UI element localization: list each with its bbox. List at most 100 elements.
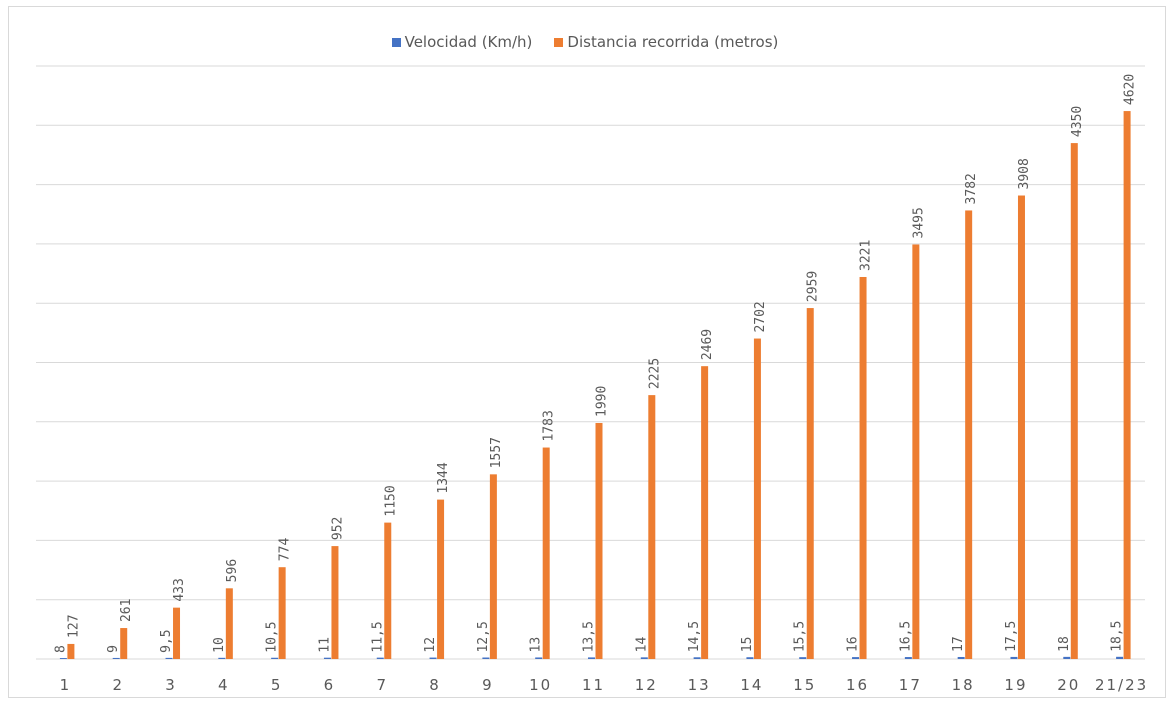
x-tick-label: 12 — [635, 676, 658, 694]
data-label-velocidad: 13,5 — [582, 621, 597, 652]
data-label-velocidad: 14,5 — [687, 621, 702, 652]
data-label-distancia: 4350 — [1070, 106, 1085, 137]
bar-distancia — [542, 447, 550, 659]
x-tick-label: 3 — [165, 676, 177, 694]
x-tick-label: 16 — [846, 676, 869, 694]
data-label-velocidad: 11,5 — [370, 621, 385, 652]
data-label-distancia: 1344 — [436, 462, 451, 493]
legend-swatch-velocidad — [391, 37, 401, 47]
data-label-distancia: 1990 — [595, 386, 610, 417]
bar-velocidad — [482, 657, 490, 659]
bar-velocidad — [640, 657, 648, 659]
x-tick-label: 10 — [529, 676, 552, 694]
bar-velocidad — [112, 657, 120, 659]
data-label-velocidad: 16 — [846, 636, 861, 652]
bar-distancia — [595, 422, 603, 659]
data-label-velocidad: 9,5 — [159, 629, 174, 652]
bar-velocidad — [323, 657, 331, 659]
x-tick-label: 13 — [688, 676, 711, 694]
bar-velocidad — [271, 657, 279, 659]
bar-distancia — [489, 474, 497, 659]
bar-distancia — [1070, 143, 1078, 660]
x-tick-label: 1 — [60, 676, 72, 694]
bar-velocidad — [693, 657, 701, 659]
data-label-velocidad: 12 — [423, 637, 438, 653]
data-label-distancia: 3782 — [964, 173, 979, 204]
bar-velocidad — [1010, 656, 1018, 659]
x-tick-label: 5 — [271, 676, 283, 694]
x-tick-label: 6 — [324, 676, 336, 694]
bar-distancia — [701, 366, 709, 659]
data-label-distancia: 433 — [172, 578, 187, 601]
data-label-distancia: 596 — [225, 559, 240, 582]
bar-velocidad — [535, 657, 543, 659]
bar-distancia — [648, 395, 656, 659]
data-label-velocidad: 18 — [1057, 636, 1072, 652]
data-label-velocidad: 16,5 — [898, 621, 913, 652]
legend-swatch-distancia — [554, 37, 564, 47]
x-tick-label: 8 — [429, 676, 441, 694]
bar-velocidad — [165, 657, 173, 659]
data-label-distancia: 1150 — [383, 485, 398, 516]
chart-frame — [8, 6, 1166, 698]
data-label-distancia: 2225 — [647, 358, 662, 389]
legend-label-velocidad: Velocidad (Km/h) — [404, 33, 533, 51]
data-label-distancia: 1783 — [542, 410, 557, 441]
bar-distancia — [753, 338, 761, 659]
bar-distancia — [965, 210, 973, 659]
x-tick-label: 2 — [112, 676, 124, 694]
bar-distancia — [331, 546, 339, 659]
data-label-velocidad: 14 — [634, 637, 649, 653]
x-tick-label: 17 — [899, 676, 922, 694]
bar-velocidad — [746, 657, 754, 659]
data-label-velocidad: 12,5 — [476, 621, 491, 652]
data-label-distancia: 127 — [66, 614, 81, 637]
data-label-distancia: 3495 — [911, 207, 926, 238]
bar-distancia — [437, 499, 445, 659]
data-label-velocidad: 18,5 — [1110, 620, 1125, 651]
bar-distancia — [278, 567, 286, 659]
data-label-distancia: 952 — [330, 517, 345, 540]
bar-velocidad — [904, 657, 912, 659]
data-label-velocidad: 17,5 — [1004, 621, 1019, 652]
bar-velocidad — [799, 657, 807, 659]
data-label-velocidad: 10 — [212, 637, 227, 653]
data-label-velocidad: 15 — [740, 637, 755, 653]
bar-distancia — [806, 308, 814, 659]
legend-item-distancia: Distancia recorrida (metros) — [554, 33, 778, 51]
bar-velocidad — [218, 657, 226, 659]
bar-velocidad — [1063, 656, 1071, 659]
data-label-distancia: 2702 — [753, 301, 768, 332]
x-tick-label: 11 — [582, 676, 605, 694]
x-tick-label: 7 — [376, 676, 388, 694]
x-tick-label: 18 — [952, 676, 975, 694]
x-tick-label: 15 — [793, 676, 816, 694]
data-label-velocidad: 9 — [106, 645, 121, 653]
bar-distancia — [225, 588, 233, 659]
bar-distancia — [912, 244, 920, 660]
data-label-distancia: 4620 — [1123, 74, 1138, 105]
data-label-velocidad: 13 — [529, 637, 544, 653]
bar-distancia — [173, 607, 181, 659]
bar-distancia — [384, 522, 392, 659]
bar-velocidad — [376, 657, 384, 659]
data-label-velocidad: 8 — [53, 645, 68, 653]
legend-item-velocidad: Velocidad (Km/h) — [391, 33, 533, 51]
legend-label-distancia: Distancia recorrida (metros) — [567, 33, 779, 51]
bar-distancia — [1017, 195, 1025, 659]
data-label-distancia: 3908 — [1017, 158, 1032, 189]
x-tick-label: 19 — [1004, 676, 1027, 694]
data-label-distancia: 3221 — [859, 240, 874, 271]
data-label-distancia: 774 — [278, 538, 293, 562]
data-label-velocidad: 11 — [317, 637, 332, 653]
x-tick-label: 20 — [1057, 676, 1080, 694]
bar-velocidad — [957, 656, 965, 659]
data-label-distancia: 261 — [119, 599, 134, 622]
bar-distancia — [859, 276, 867, 659]
data-label-velocidad: 10,5 — [265, 621, 280, 652]
bar-velocidad — [1116, 656, 1124, 659]
bar-distancia — [120, 628, 128, 659]
bar-velocidad — [429, 657, 437, 659]
data-label-velocidad: 15,5 — [793, 621, 808, 652]
